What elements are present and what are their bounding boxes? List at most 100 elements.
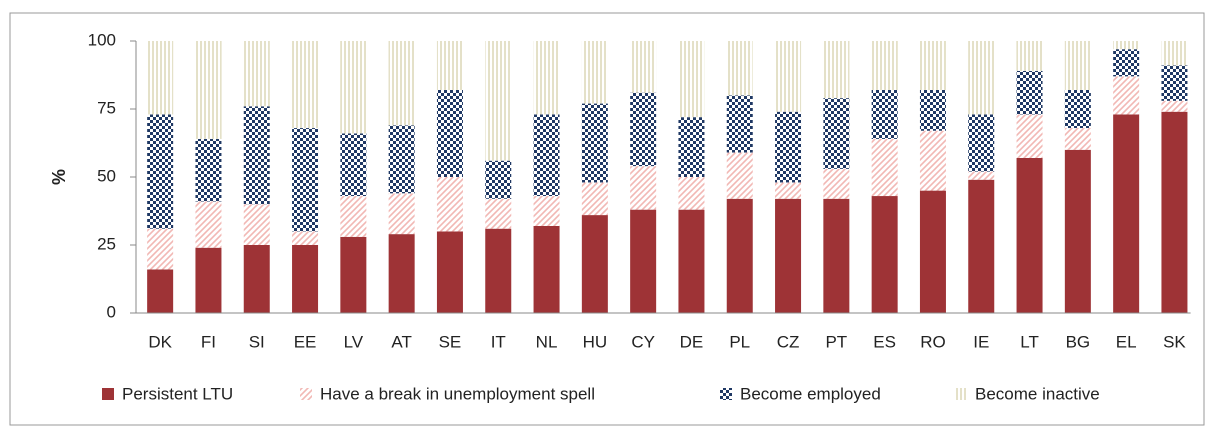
legend-label: Have a break in unemployment spell bbox=[320, 384, 595, 403]
bar-segment bbox=[485, 41, 512, 161]
bar-segment bbox=[823, 168, 850, 199]
x-tick-label: ES bbox=[873, 332, 896, 351]
x-tick-label: PL bbox=[729, 332, 750, 351]
y-tick-label: 0 bbox=[107, 302, 116, 321]
bar-segment bbox=[340, 133, 367, 197]
bar-segment bbox=[388, 41, 415, 126]
x-tick-label: BG bbox=[1066, 332, 1091, 351]
legend-label: Persistent LTU bbox=[122, 384, 233, 403]
bar-segment bbox=[195, 201, 222, 248]
bar-segment bbox=[1064, 89, 1091, 129]
bar-segment bbox=[775, 182, 802, 199]
x-tick-label: EL bbox=[1116, 332, 1137, 351]
bar-segment bbox=[630, 166, 657, 210]
x-tick-label: RO bbox=[920, 332, 946, 351]
x-tick-label: FI bbox=[201, 332, 216, 351]
bar-segment bbox=[1064, 41, 1091, 90]
bar-segment bbox=[775, 111, 802, 183]
bar-segment bbox=[195, 41, 222, 139]
bar-segment bbox=[1161, 41, 1188, 66]
x-tick-label: SE bbox=[439, 332, 462, 351]
bar-segment bbox=[581, 103, 608, 183]
bar-segment bbox=[1016, 157, 1043, 313]
bar-segment bbox=[919, 41, 946, 90]
bar-segment bbox=[871, 41, 898, 90]
bar-segment bbox=[1113, 76, 1140, 115]
bar-segment bbox=[147, 228, 174, 270]
bar-segment bbox=[1064, 149, 1091, 313]
bar-segment bbox=[871, 89, 898, 139]
bar-segment bbox=[485, 198, 512, 229]
x-tick-label: AT bbox=[391, 332, 411, 351]
bar-segment bbox=[485, 160, 512, 199]
bar-segment bbox=[1064, 128, 1091, 150]
bar-segment bbox=[678, 177, 705, 210]
bar-segment bbox=[581, 41, 608, 104]
bar-segment bbox=[533, 114, 560, 197]
y-tick-label: 50 bbox=[97, 166, 116, 185]
bar-segment bbox=[1113, 114, 1140, 313]
bar-segment bbox=[147, 114, 174, 229]
bar-segment bbox=[919, 130, 946, 191]
bar-segment bbox=[1016, 114, 1043, 158]
bar-segment bbox=[1113, 49, 1140, 77]
y-axis-label: % bbox=[49, 169, 69, 185]
bar-segment bbox=[147, 41, 174, 115]
bar-segment bbox=[726, 198, 753, 313]
bar-segment bbox=[388, 125, 415, 194]
legend-swatch bbox=[720, 388, 732, 400]
x-tick-label: DK bbox=[148, 332, 172, 351]
bar-segment bbox=[968, 179, 995, 313]
legend-label: Become inactive bbox=[975, 384, 1100, 403]
bar-segment bbox=[436, 177, 463, 232]
bar-segment bbox=[678, 117, 705, 177]
bar-segment bbox=[726, 95, 753, 153]
bar-segment bbox=[147, 269, 174, 313]
bar-segment bbox=[195, 138, 222, 202]
bar-segment bbox=[823, 98, 850, 169]
bar-segment bbox=[485, 228, 512, 313]
bar-segment bbox=[871, 196, 898, 313]
x-tick-label: IT bbox=[491, 332, 506, 351]
bar-segment bbox=[823, 198, 850, 313]
bar-segment bbox=[630, 92, 657, 167]
bar-segment bbox=[292, 231, 319, 245]
bar-segment bbox=[340, 196, 367, 237]
bar-segment bbox=[919, 89, 946, 131]
bar-segment bbox=[243, 106, 270, 205]
y-tick-label: 100 bbox=[88, 30, 116, 49]
legend-swatch bbox=[955, 388, 967, 400]
x-tick-label: CY bbox=[631, 332, 655, 351]
bar-segment bbox=[775, 41, 802, 112]
bar-segment bbox=[1113, 41, 1140, 50]
bar-segment bbox=[775, 198, 802, 313]
bar-segment bbox=[436, 89, 463, 177]
x-tick-label: IE bbox=[973, 332, 989, 351]
bar-segment bbox=[1161, 100, 1188, 112]
bar-segment bbox=[678, 209, 705, 313]
x-tick-label: EE bbox=[294, 332, 317, 351]
x-tick-label: LV bbox=[344, 332, 364, 351]
bar-segment bbox=[871, 138, 898, 197]
y-tick-label: 25 bbox=[97, 234, 116, 253]
bar-segment bbox=[195, 247, 222, 313]
legend-label: Become employed bbox=[740, 384, 881, 403]
x-tick-label: NL bbox=[536, 332, 558, 351]
bar-segment bbox=[340, 236, 367, 313]
bar-segment bbox=[243, 245, 270, 313]
x-tick-label: SK bbox=[1163, 332, 1186, 351]
bar-segment bbox=[292, 41, 319, 129]
bar-segment bbox=[823, 41, 850, 99]
bar-segment bbox=[630, 209, 657, 313]
bar-segment bbox=[581, 182, 608, 216]
bar-segment bbox=[388, 193, 415, 235]
bar-segment bbox=[292, 128, 319, 232]
legend-swatch bbox=[102, 388, 114, 400]
x-tick-label: CZ bbox=[777, 332, 800, 351]
bar-segment bbox=[1161, 65, 1188, 101]
bar-segment bbox=[533, 225, 560, 313]
x-tick-label: SI bbox=[249, 332, 265, 351]
x-tick-label: PT bbox=[825, 332, 847, 351]
bar-segment bbox=[292, 245, 319, 313]
chart-frame bbox=[9, 12, 1205, 426]
